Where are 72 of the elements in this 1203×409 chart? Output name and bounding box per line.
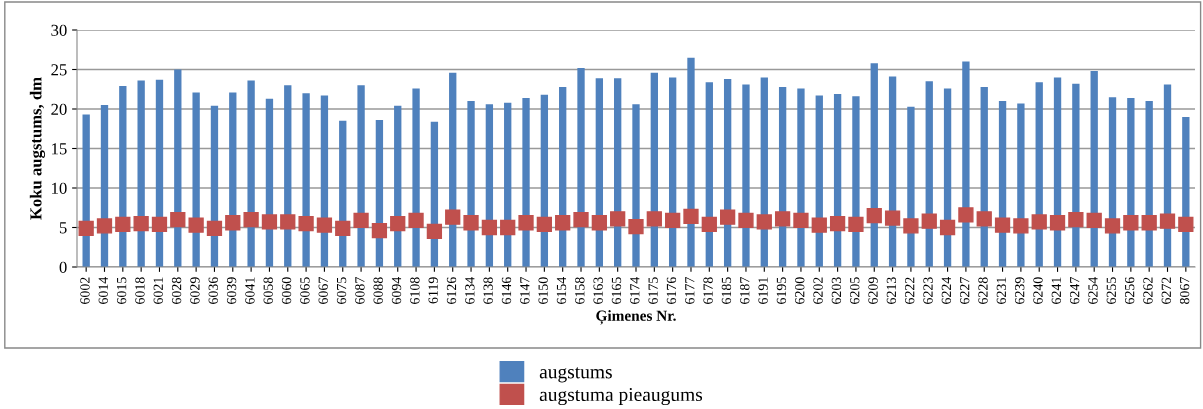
y-tick-label: 20: [51, 103, 67, 115]
x-tick-label: 6119: [428, 277, 438, 304]
y-tick-label: 5: [59, 222, 67, 234]
x-tick-label: 6039: [226, 277, 237, 304]
x-tick-label: 6195: [776, 277, 787, 304]
x-tick-label: 6239: [1015, 277, 1025, 304]
x-tick-label: 6154: [556, 276, 567, 304]
x-tick-label: 6126: [446, 277, 457, 304]
x-tick-label: 6255: [1106, 277, 1116, 304]
x-tick-label: 6209: [868, 277, 878, 304]
x-tick-label: 6240: [1033, 277, 1043, 304]
x-tick-label: 6213: [886, 277, 897, 304]
x-tick-label: 6175: [648, 277, 658, 304]
y-tick-label: 10: [52, 182, 67, 194]
y-axis-title: Koku augstums, dm: [29, 77, 46, 220]
x-tick-label: 6058: [263, 277, 273, 304]
x-tick-label: 6176: [666, 277, 677, 304]
x-tick-label: 6254: [1088, 276, 1098, 304]
x-tick-label: 6158: [575, 277, 585, 304]
x-tick-label: 6231: [996, 277, 1007, 304]
x-tick-label: 6087: [355, 277, 365, 304]
x-tick-label: 6067: [318, 277, 328, 304]
x-tick-label: 6174: [630, 276, 640, 304]
y-tick-label: 0: [59, 261, 67, 273]
x-tick-label: 6224: [941, 276, 952, 304]
x-tick-label: 6191: [758, 277, 768, 304]
x-tick-label: 6036: [208, 277, 218, 304]
x-tick-label: 6205: [850, 277, 860, 304]
x-tick-label: 6018: [135, 277, 145, 304]
x-tick-label: 6223: [923, 277, 933, 304]
x-tick-label: 6138: [483, 277, 493, 304]
x-tick-label: 6041: [245, 277, 255, 304]
x-tick-label: 8067: [1179, 277, 1190, 304]
x-axis-title: Ģimenes Nr.: [596, 310, 676, 325]
x-tick-label: 6088: [373, 277, 383, 304]
x-tick-label: 6065: [300, 277, 310, 304]
x-tick-label: 6163: [593, 277, 603, 304]
x-tick-label: 6147: [520, 277, 530, 304]
x-tick-label: 6262: [1143, 277, 1153, 304]
y-tick-label: 25: [51, 64, 67, 76]
x-tick-label: 6227: [960, 277, 970, 304]
x-tick-label: 6029: [190, 277, 200, 304]
x-tick-label: 6134: [465, 276, 475, 304]
x-tick-label: 6060: [281, 277, 292, 304]
x-tick-label: 6150: [538, 277, 548, 304]
x-tick-label: 6203: [831, 277, 842, 304]
x-tick-label: 6015: [116, 277, 127, 304]
x-tick-label: 6014: [98, 276, 108, 304]
x-tick-label: 6178: [703, 277, 713, 304]
x-tick-label: 6222: [905, 277, 915, 304]
x-tick-label: 6241: [1051, 277, 1062, 304]
x-tick-label: 6108: [410, 277, 420, 304]
legend-label: augstuma pieaugums: [539, 387, 703, 406]
x-tick-label: 6200: [795, 277, 805, 304]
x-tick-label: 6146: [501, 277, 512, 304]
x-tick-label: 6177: [685, 277, 695, 304]
x-tick-label: 6165: [611, 277, 622, 304]
x-tick-label: 6187: [740, 277, 750, 304]
x-tick-label: 6256: [1125, 277, 1135, 304]
x-tick-label: 6247: [1070, 277, 1080, 304]
y-tick-label: 15: [52, 143, 67, 155]
x-tick-label: 6075: [336, 277, 347, 304]
x-tick-label: 6272: [1161, 277, 1171, 304]
x-tick-label: 6028: [171, 277, 182, 304]
x-tick-label: 6202: [813, 277, 823, 304]
x-tick-label: 6021: [153, 277, 163, 304]
x-tick-label: 6002: [80, 277, 90, 304]
legend-label: augstums: [539, 367, 612, 383]
x-tick-label: 6185: [721, 277, 732, 304]
y-tick-label: 30: [51, 24, 67, 36]
x-tick-label: 6094: [391, 276, 402, 304]
x-tick-label: 6228: [978, 277, 988, 304]
